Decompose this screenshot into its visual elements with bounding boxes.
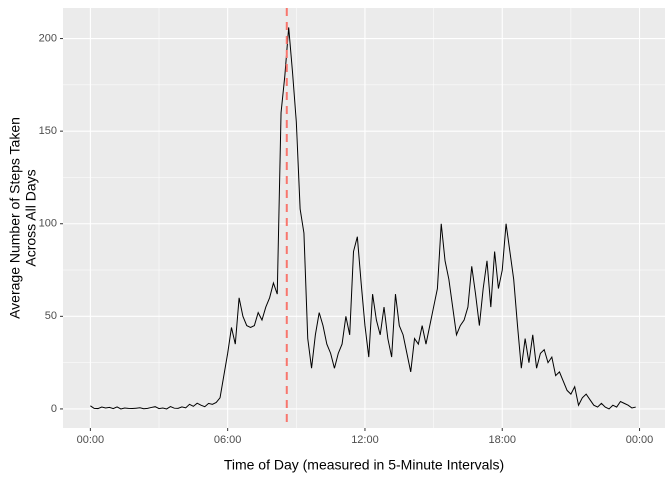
y-tick-label: 100 [39, 218, 57, 230]
y-tick-label: 50 [45, 310, 57, 322]
labels: 0 50 100 150 200 00:00 06:00 12:00 18:00 00:00 [39, 32, 654, 445]
y-axis-title: Across All Days [23, 169, 39, 266]
x-axis-title: Time of Day (measured in 5-Minute Interv… [224, 457, 504, 473]
x-tick-label: 18:00 [488, 434, 516, 446]
y-axis-title: Average Number of Steps Taken [7, 117, 23, 319]
plot-panel [63, 8, 665, 428]
y-tick-label: 0 [51, 403, 57, 415]
x-tick-label: 06:00 [214, 434, 242, 446]
x-tick-label: 00:00 [77, 434, 105, 446]
grid [63, 8, 665, 428]
x-tick-label: 00:00 [626, 434, 654, 446]
y-tick-label: 150 [39, 125, 57, 137]
y-tick-label: 200 [39, 32, 57, 44]
marks [90, 8, 636, 428]
line [90, 27, 636, 410]
x-tick-label: 12:00 [351, 434, 379, 446]
